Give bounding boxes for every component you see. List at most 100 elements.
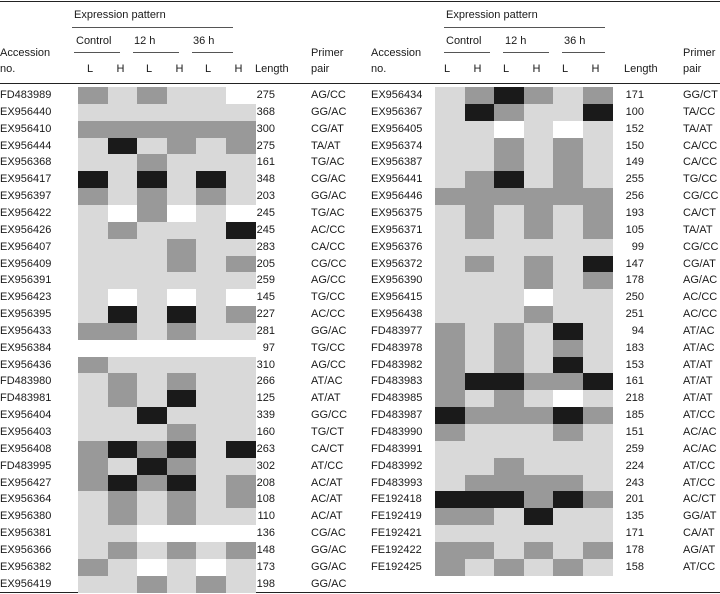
expression-cell <box>107 204 138 223</box>
primer-pair: TA/AT <box>311 139 341 152</box>
length-value: 224 <box>625 459 644 472</box>
length-value: 256 <box>625 190 644 203</box>
expression-cell <box>225 154 256 172</box>
expression-cell <box>464 188 495 206</box>
primer-pair: CG/AT <box>311 122 344 135</box>
expression-cell <box>78 289 109 307</box>
h36-header-left: 36 h <box>193 35 215 47</box>
accession-number: EX956382 <box>0 560 52 573</box>
length-header-right: Length <box>624 63 658 75</box>
expression-cell <box>225 137 256 155</box>
expression-cell <box>553 322 584 341</box>
expression-cell <box>166 558 197 577</box>
low-header-left: L <box>87 63 94 75</box>
expression-cell <box>523 407 554 425</box>
expression-cell <box>78 255 109 273</box>
accession-number: FE192419 <box>371 510 422 523</box>
primer-pair: GG/CT <box>683 89 718 101</box>
primer-pair: TG/CC <box>311 291 346 304</box>
primer-pair: AT/CC <box>683 409 716 422</box>
accession-number: FD483992 <box>371 459 423 472</box>
accession-number: EX956426 <box>0 223 52 236</box>
expression-cell <box>166 137 197 155</box>
expression-cell <box>464 558 495 577</box>
expression-cell <box>107 87 138 105</box>
expression-cell <box>582 424 613 442</box>
expression-cell <box>494 390 525 408</box>
expression-cell <box>435 171 466 189</box>
expression-cell <box>553 541 584 560</box>
expression-cell <box>137 491 168 509</box>
expression-cell <box>225 322 256 341</box>
accession-number: EX956427 <box>0 476 52 489</box>
expression-cell <box>582 356 613 375</box>
primer-pair: CG/AC <box>311 173 346 186</box>
expression-cell <box>435 137 466 155</box>
expression-cell <box>582 188 613 206</box>
expression-cell <box>435 272 466 290</box>
length-value: 250 <box>625 291 644 304</box>
primer-pair: TA/CC <box>683 105 716 118</box>
expression-cell <box>435 255 466 273</box>
accession-number: FD483990 <box>371 426 423 438</box>
expression-cell <box>78 558 109 577</box>
primer-pair: AC/CC <box>683 291 718 304</box>
expression-cell <box>553 474 584 492</box>
expression-cell <box>553 339 584 358</box>
expression-cell <box>225 171 256 189</box>
accession-number: EX956390 <box>371 274 423 287</box>
accession-number: EX956415 <box>371 291 423 304</box>
accession-number: FD483980 <box>0 375 52 388</box>
expression-cell <box>553 120 584 139</box>
expression-cell <box>553 558 584 577</box>
length-value: 183 <box>625 341 644 354</box>
length-value: 148 <box>256 543 275 556</box>
accession-number: EX956374 <box>371 139 423 152</box>
primer-pair: TG/CC <box>311 341 346 354</box>
expression-cell <box>582 137 613 155</box>
expression-cell <box>196 558 227 577</box>
expression-cell <box>107 255 138 273</box>
expression-cell <box>196 255 227 273</box>
accession-number: EX956366 <box>0 543 52 556</box>
length-value: 178 <box>625 543 644 556</box>
accession-number: EX956408 <box>0 442 52 455</box>
expression-cell <box>523 339 554 358</box>
expression-cell <box>196 474 227 492</box>
length-value: 94 <box>631 324 644 337</box>
length-value: 135 <box>625 510 644 523</box>
expression-cell <box>225 306 256 324</box>
expression-cell <box>435 154 466 172</box>
primer-pair: TG/CC <box>683 173 718 186</box>
primer-pair: GG/AC <box>311 560 347 573</box>
length-value: 275 <box>256 139 275 152</box>
expression-cell <box>196 137 227 155</box>
length-value: 368 <box>256 105 275 118</box>
primer-pair: AT/CC <box>683 476 716 489</box>
expression-cell <box>435 558 466 577</box>
header-bottom-rule <box>0 83 720 84</box>
expression-cell <box>78 171 109 189</box>
control-header-right: Control <box>446 35 482 47</box>
expression-cell <box>553 188 584 206</box>
expression-cell <box>107 407 138 425</box>
expression-cell <box>523 154 554 172</box>
expression-cell <box>464 474 495 492</box>
h12-header-left: 12 h <box>134 35 156 47</box>
expression-cell <box>225 508 256 526</box>
length-value: 198 <box>256 577 275 590</box>
expression-cell <box>196 188 227 206</box>
expression-cell <box>494 457 525 476</box>
expression-cell <box>137 457 168 476</box>
expression-cell <box>494 440 525 459</box>
expression-cell <box>582 508 613 526</box>
expression-cell <box>553 289 584 307</box>
expression-cell <box>196 373 227 391</box>
primer-pair: AG/CC <box>311 274 346 287</box>
expression-cell <box>494 204 525 223</box>
length-value: 348 <box>256 173 275 186</box>
expression-cell <box>166 339 197 358</box>
expression-cell <box>107 457 138 476</box>
expression-cell <box>196 339 227 358</box>
expression-cell <box>107 137 138 155</box>
